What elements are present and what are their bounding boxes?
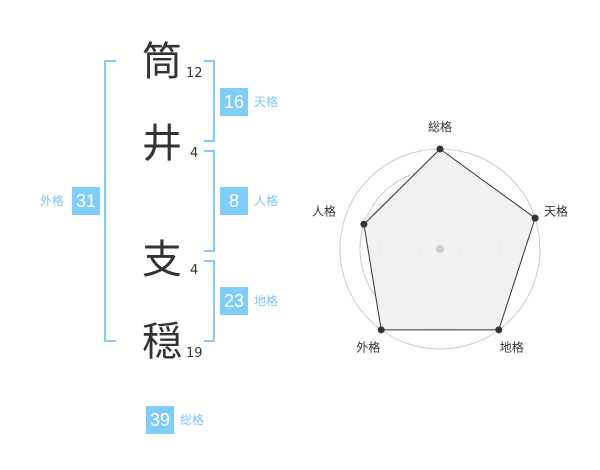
radar-point [360, 220, 368, 228]
radar-point [531, 214, 539, 222]
soukaku-label: 総格 [180, 413, 205, 427]
jinkaku-label: 人格 [254, 194, 279, 208]
stroke-count-2: 4 [190, 146, 199, 161]
name-char-3: 支 [142, 237, 182, 283]
radar-point [495, 326, 503, 334]
chikaku-bracket [204, 260, 215, 342]
chikaku-label: 地格 [254, 294, 279, 308]
chikaku-value: 23 [220, 287, 248, 315]
stroke-count-1: 12 [186, 66, 203, 81]
tenkaku-value: 16 [220, 88, 248, 116]
name-char-4: 穏 [142, 319, 182, 365]
gaikaku-value: 31 [72, 187, 100, 215]
stroke-count-3: 4 [190, 263, 199, 278]
tenkaku-label: 天格 [254, 95, 279, 109]
name-char-2: 井 [142, 121, 182, 167]
radar-axis-label: 人格 [312, 203, 336, 218]
soukaku-value: 39 [146, 406, 174, 434]
name-char-1: 筒 [142, 39, 182, 85]
jinkaku-bracket [204, 150, 215, 252]
radar-axis-label: 天格 [544, 203, 568, 218]
radar-axis-label: 総格 [428, 119, 452, 134]
jinkaku-value: 8 [220, 187, 248, 215]
radar-point [436, 145, 444, 153]
stroke-count-4: 19 [186, 346, 203, 361]
tenkaku-bracket [204, 60, 215, 142]
radar-center [436, 245, 444, 253]
radar-area [363, 148, 536, 331]
radar-axis-label: 地格 [500, 340, 524, 355]
gaikaku-label: 外格 [40, 194, 65, 208]
radar-axis-label: 外格 [356, 340, 380, 355]
gaikaku-bracket [104, 60, 116, 342]
radar-point [377, 326, 385, 334]
